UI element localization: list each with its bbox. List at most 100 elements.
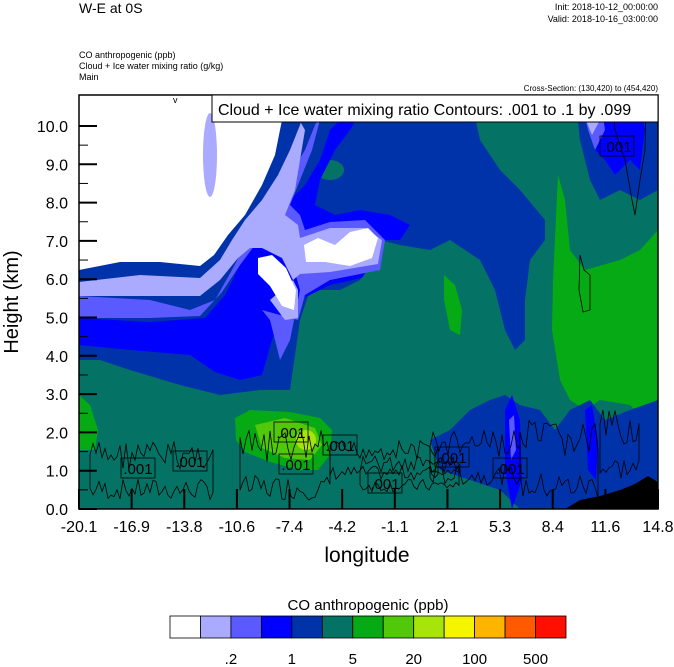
colorbar: .2 1 5 20 100 500 <box>169 615 567 667</box>
colorbar-swatch <box>321 615 354 639</box>
field-blue-streak-2 <box>585 405 598 480</box>
contour-line <box>611 95 647 216</box>
contour-label: .001 <box>370 476 399 493</box>
field-name-3: Main <box>79 72 99 82</box>
x-axis-label: longitude <box>324 544 409 567</box>
x-tick-label: -13.8 <box>166 519 203 536</box>
colorbar-swatch <box>443 615 476 639</box>
contour-label-box <box>434 446 470 468</box>
contour-line <box>329 439 439 481</box>
y-tick-label: 1.0 <box>46 464 68 481</box>
y-tick-label: 4.0 <box>46 349 68 366</box>
contour-label: .001 <box>602 139 631 156</box>
x-tick-label: -4.2 <box>328 519 356 536</box>
y-axis: 0.0 1.0 2.0 3.0 4.0 5.0 6.0 7.0 8.0 9.0 10.0 <box>37 119 97 519</box>
x-tick-label: -20.1 <box>61 519 98 536</box>
colorbar-swatch <box>291 615 323 639</box>
y-tick-label: 6.0 <box>46 272 68 289</box>
field-lavender-streak <box>203 113 217 197</box>
colorbar-swatch <box>352 615 384 639</box>
contour-label: .001 <box>325 438 354 455</box>
colorbar-label: .2 <box>225 651 238 667</box>
field-lightblue <box>79 95 385 360</box>
colorbar-label: 1 <box>288 651 296 667</box>
field-lavender <box>79 95 382 320</box>
cross-section-label: Cross-Section: (130,420) to (454,420) <box>524 84 659 93</box>
colorbar-swatch <box>474 615 506 639</box>
y-tick-label: 2.0 <box>46 425 68 442</box>
contour-label: .001 <box>123 461 152 478</box>
y-tick-label: 7.0 <box>46 234 68 251</box>
contour-label: .001 <box>495 461 524 478</box>
contour-label: .001 <box>276 425 305 442</box>
colorbar-label: 5 <box>349 651 357 667</box>
colorbar-label: 500 <box>523 651 548 667</box>
colorbar-swatch <box>200 615 232 639</box>
x-tick-label: 14.8 <box>642 519 673 536</box>
contour-label-box <box>492 457 528 479</box>
contour-line <box>578 254 591 313</box>
field-name-2: Cloud + Ice water mixing ratio (g/kg) <box>79 61 223 71</box>
contour-label-box <box>172 450 208 472</box>
contour-line <box>89 441 214 501</box>
colorbar-swatch <box>230 615 262 639</box>
field-white <box>79 95 288 270</box>
contour-label-box <box>599 135 635 157</box>
contour-label-box <box>120 457 156 479</box>
colorbar-swatch <box>535 615 567 639</box>
contour-line <box>599 409 640 479</box>
field-white-blob-2 <box>304 228 378 266</box>
x-axis: -20.1 -16.9 -13.8 -10.6 -7.4 -4.2 -1.1 2.1 5.3 8.… <box>61 489 674 536</box>
x-tick-label: 8.4 <box>542 519 564 536</box>
plot-title: W-E at 0S <box>79 0 143 16</box>
y-tick-label: 0.0 <box>46 502 68 519</box>
colorbar-swatch <box>504 615 536 639</box>
contour-label-box <box>278 453 314 475</box>
field-green-strip <box>444 275 462 335</box>
colorbar-swatch <box>260 615 293 639</box>
y-tick-label: 3.0 <box>46 387 68 404</box>
contour-label-box <box>367 472 403 494</box>
x-tick-label: 5.3 <box>489 519 511 536</box>
valid-time: Valid: 2018-10-16_03:00:00 <box>548 14 658 24</box>
contour-label-box <box>273 421 309 443</box>
field-green-left <box>79 395 98 450</box>
colorbar-title: CO anthropogenic (ppb) <box>288 597 449 614</box>
colorbar-swatch <box>382 615 415 639</box>
contour-info: Cloud + Ice water mixing ratio Contours:… <box>218 102 631 119</box>
co-field <box>79 95 658 509</box>
field-name-1: CO anthropogenic (ppb) <box>79 50 176 60</box>
y-axis-label: Height (km) <box>1 250 23 353</box>
contour-line <box>359 455 460 493</box>
y-tick-label: 8.0 <box>46 196 68 213</box>
y-tick-label: 10.0 <box>37 119 68 136</box>
y-tick-label: 5.0 <box>46 311 68 328</box>
contour-info-box <box>211 94 659 123</box>
init-time: Init: 2018-10-12_00:00:00 <box>555 2 658 12</box>
x-tick-label: -16.9 <box>113 519 150 536</box>
contour-label: .001 <box>281 457 310 474</box>
colorbar-swatch <box>169 615 201 639</box>
x-tick-label: -10.6 <box>219 519 256 536</box>
contour-label: .001 <box>437 450 466 467</box>
field-darkblue-bottom <box>430 395 658 509</box>
contour-line <box>239 430 331 501</box>
colorbar-label: 20 <box>405 651 422 667</box>
contour-line <box>519 419 599 499</box>
marker-v: v <box>173 95 178 105</box>
contour-label: .001 <box>175 454 204 471</box>
contour-label-box <box>322 434 358 456</box>
terrain <box>565 476 658 509</box>
field-green-right <box>552 175 658 420</box>
cloud-ice-contours <box>89 95 647 501</box>
y-tick-label: 9.0 <box>46 157 68 174</box>
contour-labels: .001 .001 .001 .001 .001 .001 .001 .001 .001 <box>120 135 635 494</box>
x-tick-label: 2.1 <box>436 519 458 536</box>
x-tick-label: -7.4 <box>276 519 304 536</box>
contour-line <box>429 459 461 475</box>
x-tick-label: -1.1 <box>381 519 409 536</box>
colorbar-swatch <box>413 615 445 639</box>
field-white-blob-1 <box>258 255 296 310</box>
colorbar-label: 100 <box>462 651 487 667</box>
